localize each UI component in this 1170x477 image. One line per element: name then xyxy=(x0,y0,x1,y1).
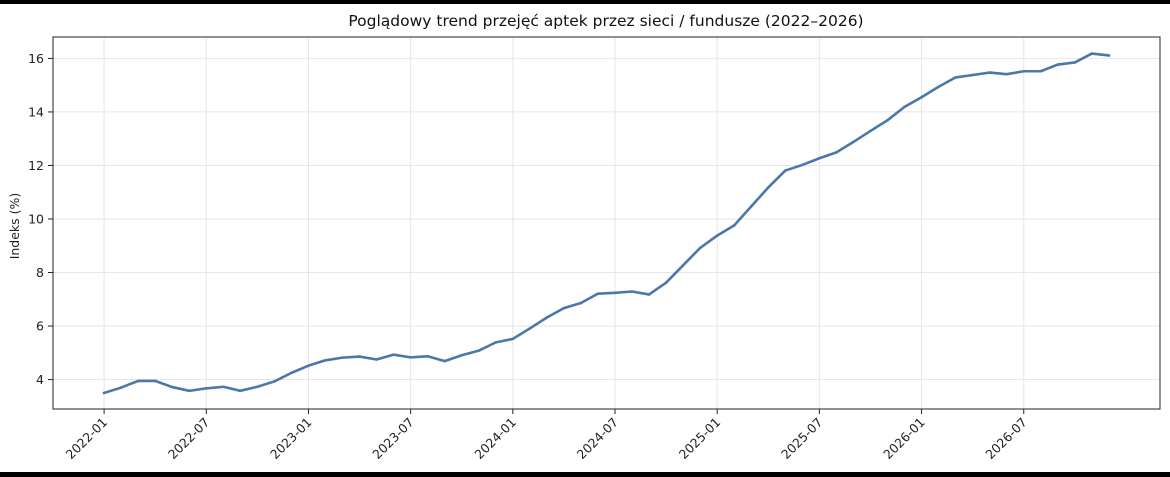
data-point-2022-05 xyxy=(170,385,174,389)
data-point-2022-12 xyxy=(290,371,293,375)
data-point-2025-07 xyxy=(818,156,821,160)
data-point-2022-09 xyxy=(239,389,242,393)
y-tick-label-6: 16 xyxy=(28,51,44,66)
data-point-2025-05 xyxy=(784,169,787,172)
x-tick-label-9: 2026-07 xyxy=(982,415,1030,463)
data-point-2026-01 xyxy=(920,95,923,99)
data-point-2022-03 xyxy=(136,379,140,383)
y-tick-label-2: 8 xyxy=(36,265,44,280)
data-point-2024-12 xyxy=(698,246,702,250)
series-layer xyxy=(102,52,1111,395)
data-point-2023-08 xyxy=(426,354,429,358)
x-tick-label-1: 2022-07 xyxy=(165,415,213,463)
data-point-2026-04 xyxy=(971,73,974,77)
data-point-2023-12 xyxy=(494,341,498,344)
y-tick-label-3: 10 xyxy=(28,211,44,226)
chart-title: Poglądowy trend przejęć aptek przez siec… xyxy=(348,12,863,30)
plot-area-border xyxy=(52,36,1161,410)
data-point-2026-06 xyxy=(1005,72,1009,76)
x-tick-label-6: 2025-01 xyxy=(676,415,724,463)
data-point-2026-07 xyxy=(1022,69,1026,73)
data-point-2025-11 xyxy=(886,118,889,122)
data-point-2025-04 xyxy=(766,186,770,189)
chart-frame: 4 6 8 10 12 14 16 2022-01 2022-07 2023-01 2023-07 2… xyxy=(0,4,1170,472)
data-point-2026-12 xyxy=(1107,54,1111,57)
series-points-0 xyxy=(102,52,1111,395)
data-point-2024-07 xyxy=(613,291,617,295)
data-point-2024-01 xyxy=(511,337,515,341)
x-tick-label-5: 2024-07 xyxy=(574,415,622,463)
data-point-2025-02 xyxy=(732,224,736,227)
x-tick-label-8: 2026-01 xyxy=(880,415,928,463)
y-tick-label-1: 6 xyxy=(36,319,44,334)
data-point-2023-05 xyxy=(375,358,378,361)
data-point-2022-08 xyxy=(222,385,225,389)
data-point-2022-04 xyxy=(153,379,157,383)
data-point-2026-02 xyxy=(937,85,940,89)
data-point-2024-08 xyxy=(630,290,634,293)
axes: 4 6 8 10 12 14 16 2022-01 2022-07 2023-01 2023-07 2… xyxy=(28,36,1161,463)
data-point-2026-05 xyxy=(988,71,991,74)
y-tick-label-5: 14 xyxy=(28,104,44,119)
grid xyxy=(53,37,1160,409)
data-point-2024-02 xyxy=(528,327,532,330)
data-point-2022-01 xyxy=(102,391,106,395)
data-point-2024-04 xyxy=(562,306,566,310)
series-line-0 xyxy=(102,52,1111,395)
data-point-2025-12 xyxy=(903,105,906,109)
data-point-2025-08 xyxy=(835,151,838,154)
data-point-2022-06 xyxy=(187,389,191,393)
data-point-2023-11 xyxy=(477,349,481,352)
data-point-2025-10 xyxy=(869,129,872,133)
y-axis-title: Indeks (%) xyxy=(7,193,22,260)
data-point-2025-01 xyxy=(715,234,719,237)
data-point-2023-01 xyxy=(307,364,310,367)
data-point-2024-05 xyxy=(579,301,583,305)
data-point-2024-10 xyxy=(664,281,668,284)
data-point-2025-06 xyxy=(801,163,804,167)
y-tick-label-0: 4 xyxy=(36,372,44,387)
data-point-2026-10 xyxy=(1073,61,1077,64)
data-point-2023-02 xyxy=(324,358,327,362)
data-point-2023-09 xyxy=(443,359,447,363)
data-point-2026-11 xyxy=(1090,52,1094,55)
data-point-2026-09 xyxy=(1056,63,1060,66)
x-tick-label-0: 2022-01 xyxy=(63,415,111,463)
data-point-2022-10 xyxy=(256,385,259,389)
y-tick-label-4: 12 xyxy=(28,158,44,173)
data-point-2022-11 xyxy=(273,380,276,383)
data-point-2022-02 xyxy=(119,386,123,389)
data-point-2023-03 xyxy=(341,356,344,359)
data-point-2024-06 xyxy=(596,292,600,295)
x-tick-label-2: 2023-01 xyxy=(267,415,315,463)
data-point-2024-03 xyxy=(545,316,549,319)
data-point-2025-09 xyxy=(852,140,855,144)
data-point-2022-07 xyxy=(204,387,208,390)
x-tick-label-3: 2023-07 xyxy=(369,415,417,463)
data-point-2024-09 xyxy=(647,293,651,296)
data-point-2023-04 xyxy=(358,355,361,358)
data-point-2024-11 xyxy=(681,263,685,267)
x-tick-label-4: 2024-01 xyxy=(471,415,519,463)
data-point-2025-03 xyxy=(749,205,753,208)
line-chart: 4 6 8 10 12 14 16 2022-01 2022-07 2023-01 2023-07 2… xyxy=(7,12,1161,463)
data-point-2023-06 xyxy=(392,353,395,356)
data-point-2023-07 xyxy=(409,356,412,359)
x-tick-label-7: 2025-07 xyxy=(778,415,826,463)
data-point-2026-08 xyxy=(1039,69,1043,73)
data-point-2023-10 xyxy=(460,353,464,357)
data-point-2026-03 xyxy=(954,76,957,79)
